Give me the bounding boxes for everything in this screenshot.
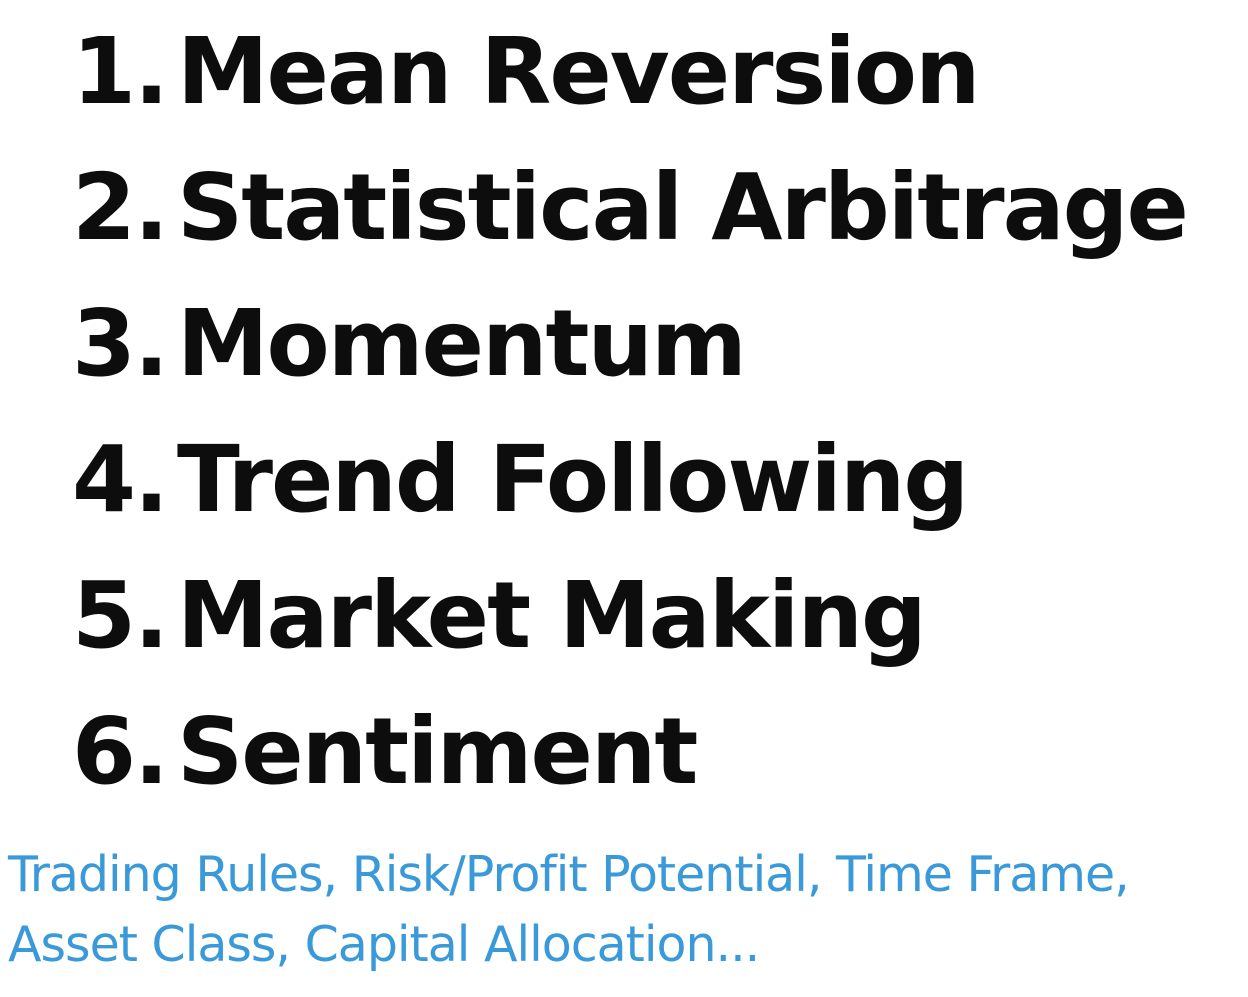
- strategy-name: Statistical Arbitrage: [176, 154, 1189, 261]
- strategy-number: 1.: [72, 18, 169, 125]
- strategy-name: Sentiment: [176, 698, 698, 805]
- footnote-line-1: Trading Rules, Risk/Profit Potential, Ti…: [8, 846, 1130, 903]
- strategy-number: 5.: [72, 562, 169, 669]
- footnote-line-2: Asset Class, Capital Allocation...: [8, 916, 760, 973]
- strategy-item-statistical-arbitrage: 2. Statistical Arbitrage: [72, 140, 1189, 276]
- strategy-item-trend-following: 4. Trend Following: [72, 412, 1187, 548]
- strategy-item-mean-reversion: 1. Mean Reversion: [72, 4, 1187, 140]
- strategy-item-market-making: 5. Market Making: [72, 548, 1187, 684]
- strategy-name: Trend Following: [176, 426, 969, 533]
- strategy-item-sentiment: 6. Sentiment: [72, 684, 1187, 820]
- strategy-name: Momentum: [176, 290, 747, 397]
- strategy-number: 6.: [72, 698, 169, 805]
- strategy-number: 2.: [72, 154, 169, 261]
- strategy-item-momentum: 3. Momentum: [72, 276, 1187, 412]
- strategy-name: Market Making: [176, 562, 927, 669]
- footnote-criteria: Trading Rules, Risk/Profit Potential, Ti…: [8, 840, 1130, 980]
- strategy-list: 1. Mean Reversion 2. Statistical Arbitrage…: [72, 4, 1189, 820]
- strategy-name: Mean Reversion: [176, 18, 981, 125]
- strategy-number: 4.: [72, 426, 169, 533]
- strategy-number: 3.: [72, 290, 169, 397]
